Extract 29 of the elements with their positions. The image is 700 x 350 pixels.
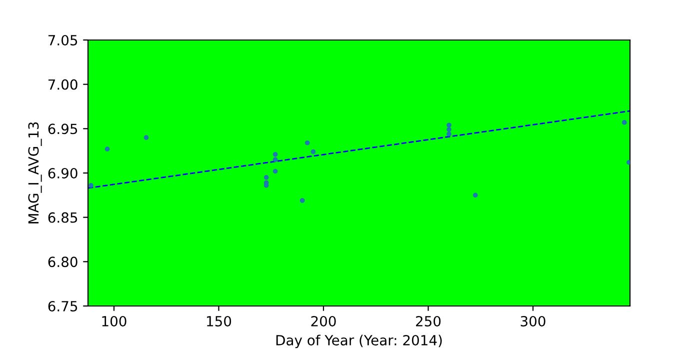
point xyxy=(264,175,269,180)
point xyxy=(272,157,278,162)
point xyxy=(88,183,94,188)
y-tick-label: 6.85 xyxy=(48,212,78,223)
point xyxy=(304,140,310,146)
x-tick-label: 300 xyxy=(520,316,546,326)
x-axis-title: Day of Year (Year: 2014) xyxy=(276,334,442,348)
x-tick-label: 150 xyxy=(207,316,232,326)
x-tick-label: 200 xyxy=(311,316,336,326)
point xyxy=(272,168,278,174)
point xyxy=(104,146,110,152)
point xyxy=(144,135,149,140)
point xyxy=(446,132,452,136)
point xyxy=(446,122,452,128)
point xyxy=(472,192,478,198)
point xyxy=(300,198,305,203)
y-tick-label: 7.05 xyxy=(48,34,78,46)
point xyxy=(446,127,452,132)
y-tick-label: 6.90 xyxy=(48,168,78,178)
y-tick-label: 7.00 xyxy=(48,79,78,90)
y-tick-label: 6.95 xyxy=(48,124,78,134)
x-tick-label: 100 xyxy=(102,316,126,326)
point xyxy=(272,152,278,157)
x-tick-label: 250 xyxy=(416,316,441,326)
y-tick-label: 6.75 xyxy=(48,300,78,312)
y-tick-label: 6.80 xyxy=(48,256,78,268)
point xyxy=(310,149,316,154)
point xyxy=(622,120,627,125)
y-axis-title: MAG_I_AVG_13 xyxy=(28,122,42,224)
